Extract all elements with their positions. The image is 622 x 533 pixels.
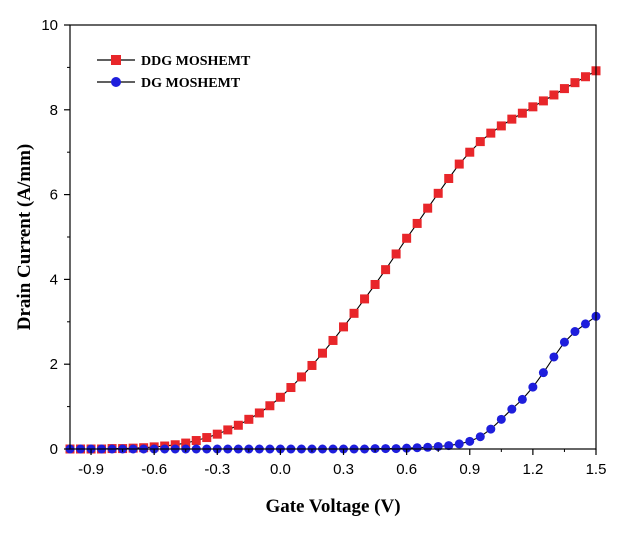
- legend-marker-dg: [111, 77, 121, 87]
- data-point: [265, 401, 275, 411]
- data-point: [549, 90, 559, 100]
- data-point: [528, 102, 538, 112]
- data-point: [496, 121, 506, 131]
- data-point: [191, 436, 201, 446]
- legend-label-dg: DG MOSHEMT: [141, 76, 241, 91]
- data-point: [454, 439, 464, 449]
- data-point: [381, 265, 391, 275]
- data-point: [475, 137, 485, 147]
- data-point: [339, 322, 349, 332]
- x-tick-label: 0.9: [459, 461, 480, 478]
- data-point: [486, 424, 496, 434]
- data-point: [286, 383, 296, 393]
- data-point: [296, 372, 306, 382]
- data-point: [538, 96, 548, 106]
- data-point: [559, 337, 569, 347]
- data-point: [444, 173, 454, 183]
- data-point: [465, 147, 475, 157]
- data-point: [307, 360, 317, 370]
- data-point: [517, 108, 527, 118]
- data-point: [254, 408, 264, 418]
- x-tick-label: -0.3: [204, 461, 230, 478]
- tick-labels: -0.9 -0.6 -0.3 0.0 0.3 0.6 0.9 1.2 1.5 0 2 4 6 8 10: [41, 17, 606, 478]
- data-point: [223, 425, 233, 435]
- data-point: [559, 84, 569, 94]
- y-tick-label: 0: [50, 441, 58, 458]
- data-point: [412, 443, 422, 453]
- data-point: [444, 441, 454, 451]
- data-point: [181, 438, 191, 448]
- data-point: [538, 368, 548, 378]
- data-point: [244, 414, 254, 424]
- data-point: [275, 392, 285, 402]
- data-point: [423, 442, 433, 452]
- data-point: [517, 394, 527, 404]
- legend-marker-ddg: [111, 55, 121, 65]
- data-point: [202, 433, 212, 443]
- data-point: [475, 432, 485, 442]
- series-ddg: [65, 66, 601, 454]
- data-point: [570, 327, 580, 337]
- data-point: [402, 443, 412, 453]
- x-tick-label: -0.9: [78, 461, 104, 478]
- y-tick-label: 4: [50, 271, 58, 288]
- data-point: [507, 114, 517, 124]
- data-point: [349, 308, 359, 318]
- data-point: [370, 279, 380, 289]
- data-point: [454, 159, 464, 169]
- series-dg: [65, 311, 601, 454]
- data-point: [433, 188, 443, 198]
- y-tick-label: 8: [50, 102, 58, 119]
- x-tick-label: 0.6: [396, 461, 417, 478]
- data-point: [549, 352, 559, 362]
- data-point: [580, 319, 590, 329]
- data-point: [423, 203, 433, 213]
- y-axis-title: Drain Current (A/mm): [14, 144, 35, 330]
- data-point: [317, 348, 327, 358]
- x-axis-title: Gate Voltage (V): [265, 496, 400, 517]
- axes-layer: [64, 24, 597, 455]
- x-tick-label: -0.6: [141, 461, 167, 478]
- data-point: [496, 414, 506, 424]
- x-tick-label: 1.2: [522, 461, 543, 478]
- series-layer: [65, 66, 601, 454]
- data-point: [580, 72, 590, 82]
- data-point: [507, 404, 517, 414]
- legend: DDG MOSHEMT DG MOSHEMT: [97, 54, 251, 91]
- data-point: [570, 78, 580, 88]
- y-tick-label: 2: [50, 356, 58, 373]
- data-point: [360, 294, 370, 304]
- data-point: [412, 218, 422, 228]
- data-point: [233, 420, 243, 430]
- y-tick-label: 10: [41, 17, 58, 34]
- legend-label-ddg: DDG MOSHEMT: [141, 54, 251, 69]
- data-point: [528, 382, 538, 392]
- data-point: [402, 233, 412, 243]
- data-point: [486, 128, 496, 138]
- data-point: [212, 429, 222, 439]
- y-tick-label: 6: [50, 187, 58, 204]
- x-tick-label: 0.0: [270, 461, 291, 478]
- series-line: [70, 70, 597, 450]
- data-point: [465, 436, 475, 446]
- x-tick-label: 1.5: [586, 461, 607, 478]
- data-point: [328, 335, 338, 345]
- x-tick-label: 0.3: [333, 461, 354, 478]
- data-point: [391, 249, 401, 259]
